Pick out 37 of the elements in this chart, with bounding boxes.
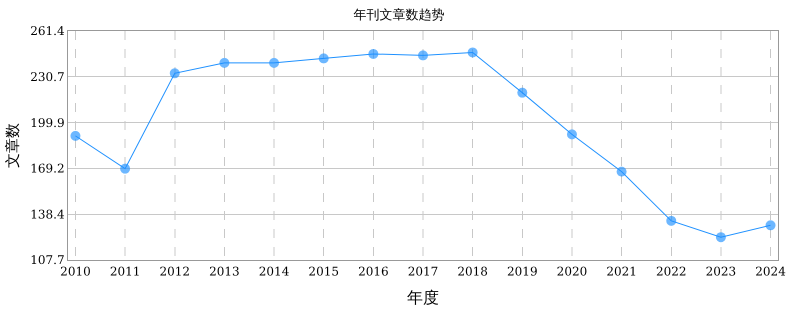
point (468, 47, 478, 58)
x-tick-label: 2024 (755, 264, 786, 278)
y-tick-label: 138.4 (30, 207, 65, 222)
x-axis-title: 年度 (407, 288, 439, 308)
x-tick-label: 2018 (457, 264, 488, 278)
point (170, 68, 180, 78)
point (318, 53, 329, 64)
point (269, 58, 280, 68)
y-tick-label: 199.9 (30, 116, 65, 130)
point (616, 166, 627, 177)
point (766, 220, 776, 230)
x-tick-label: 2017 (408, 264, 438, 278)
point (517, 88, 528, 98)
x-tick-label: 2023 (706, 264, 736, 278)
point (219, 58, 230, 68)
x-tick-label: 2012 (159, 264, 190, 278)
point (666, 216, 676, 226)
point (70, 130, 80, 141)
y-axis-title: 文章数 (3, 123, 22, 168)
point (120, 164, 130, 174)
point (716, 232, 726, 242)
x-tick-label: 2015 (308, 264, 339, 278)
point (566, 129, 577, 140)
point (418, 50, 428, 60)
x-tick-label: 2014 (258, 264, 290, 278)
x-tick-label: 2013 (209, 264, 240, 278)
x-tick-label: 2016 (358, 264, 389, 278)
y-tick-label: 169.2 (30, 162, 65, 176)
x-tick-label: 2011 (110, 264, 140, 278)
y-tick-label: 230.7 (30, 70, 65, 84)
point (368, 48, 378, 59)
x-tick-label: 2022 (656, 264, 687, 278)
chart-title: 年刊文章数趋势 (354, 8, 444, 23)
x-tick-label: 2021 (606, 264, 637, 278)
x-tick-label: 2019 (507, 264, 538, 278)
x-tick-label: 2020 (556, 264, 588, 278)
y-tick-label: 261.4 (30, 24, 65, 38)
